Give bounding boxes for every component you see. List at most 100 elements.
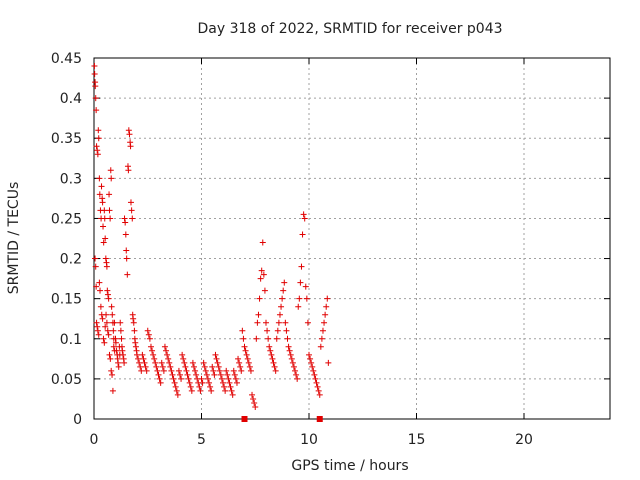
data-point (290, 363, 297, 370)
data-point (184, 371, 191, 378)
data-point (238, 367, 245, 374)
data-point (106, 191, 113, 198)
data-point (143, 367, 150, 374)
data-point (241, 343, 248, 350)
data-point (229, 391, 236, 398)
data-point (167, 363, 174, 370)
data-point (249, 391, 256, 398)
data-point (173, 387, 180, 394)
data-point (276, 311, 283, 318)
data-point (300, 211, 307, 218)
data-point (223, 367, 230, 374)
data-point (293, 371, 300, 378)
data-point (154, 367, 161, 374)
data-point (274, 327, 281, 334)
y-tick-label: 0.15 (51, 292, 82, 308)
plot-frame (93, 57, 611, 420)
data-point (163, 347, 170, 354)
data-point (201, 363, 208, 370)
data-point (110, 343, 117, 350)
data-point (106, 351, 113, 358)
data-point (136, 359, 143, 366)
data-point (139, 351, 146, 358)
data-point (311, 371, 318, 378)
data-point (204, 375, 211, 382)
data-point (94, 327, 101, 334)
data-point (127, 143, 134, 150)
data-point (265, 335, 272, 342)
data-point (126, 131, 133, 138)
data-point (283, 327, 290, 334)
data-point (214, 359, 221, 366)
data-point (260, 271, 267, 278)
data-point (193, 371, 200, 378)
data-point (210, 367, 217, 374)
data-point (178, 375, 185, 382)
data-point (111, 319, 118, 326)
data-point (280, 287, 287, 294)
x-tick-label: 20 (515, 432, 533, 448)
data-point (258, 267, 265, 274)
data-point (254, 319, 261, 326)
data-point (271, 363, 278, 370)
data-point (245, 359, 252, 366)
y-tick-label: 0.05 (51, 372, 82, 388)
y-tick-label: 0.3 (60, 171, 82, 187)
data-point (156, 375, 163, 382)
data-point (243, 351, 250, 358)
data-point (317, 343, 324, 350)
data-point (125, 127, 132, 134)
data-point (222, 387, 229, 394)
data-point (110, 327, 117, 334)
data-point (181, 359, 188, 366)
data-point (212, 351, 219, 358)
data-point (295, 303, 302, 310)
data-point (122, 231, 129, 238)
data-point (93, 107, 100, 114)
data-point (209, 363, 216, 370)
data-point (108, 367, 115, 374)
data-point (129, 215, 136, 222)
data-point (94, 323, 101, 330)
data-point (128, 207, 135, 214)
data-point (287, 351, 294, 358)
data-point (177, 371, 183, 378)
data-point (298, 263, 305, 270)
data-point (226, 379, 233, 386)
data-point (151, 355, 158, 362)
data-point (242, 347, 249, 354)
data-point (272, 367, 279, 374)
data-point (261, 287, 268, 294)
data-point (145, 331, 152, 338)
data-point (125, 167, 132, 174)
data-point (303, 295, 310, 302)
data-point (255, 311, 262, 318)
data-point (101, 215, 108, 222)
data-point (316, 391, 323, 398)
data-point (165, 355, 172, 362)
data-point (273, 335, 280, 342)
data-point (141, 359, 148, 366)
data-point (171, 379, 178, 386)
y-tick-label: 0.2 (60, 252, 82, 268)
data-point (228, 387, 235, 394)
data-point (217, 371, 224, 378)
data-point (95, 135, 102, 142)
data-point (109, 387, 116, 394)
data-point (170, 375, 177, 382)
data-point (157, 379, 164, 386)
data-point (323, 303, 330, 310)
x-tick-label: 0 (90, 432, 99, 448)
data-point (257, 275, 264, 282)
data-point (198, 375, 205, 382)
data-point (296, 295, 303, 302)
data-point (235, 355, 242, 362)
data-point (289, 359, 296, 366)
data-point (108, 303, 115, 310)
data-point (189, 359, 196, 366)
data-point (299, 231, 306, 238)
data-point (282, 319, 289, 326)
data-point (301, 215, 308, 222)
data-point (168, 367, 175, 374)
data-point (211, 371, 218, 378)
